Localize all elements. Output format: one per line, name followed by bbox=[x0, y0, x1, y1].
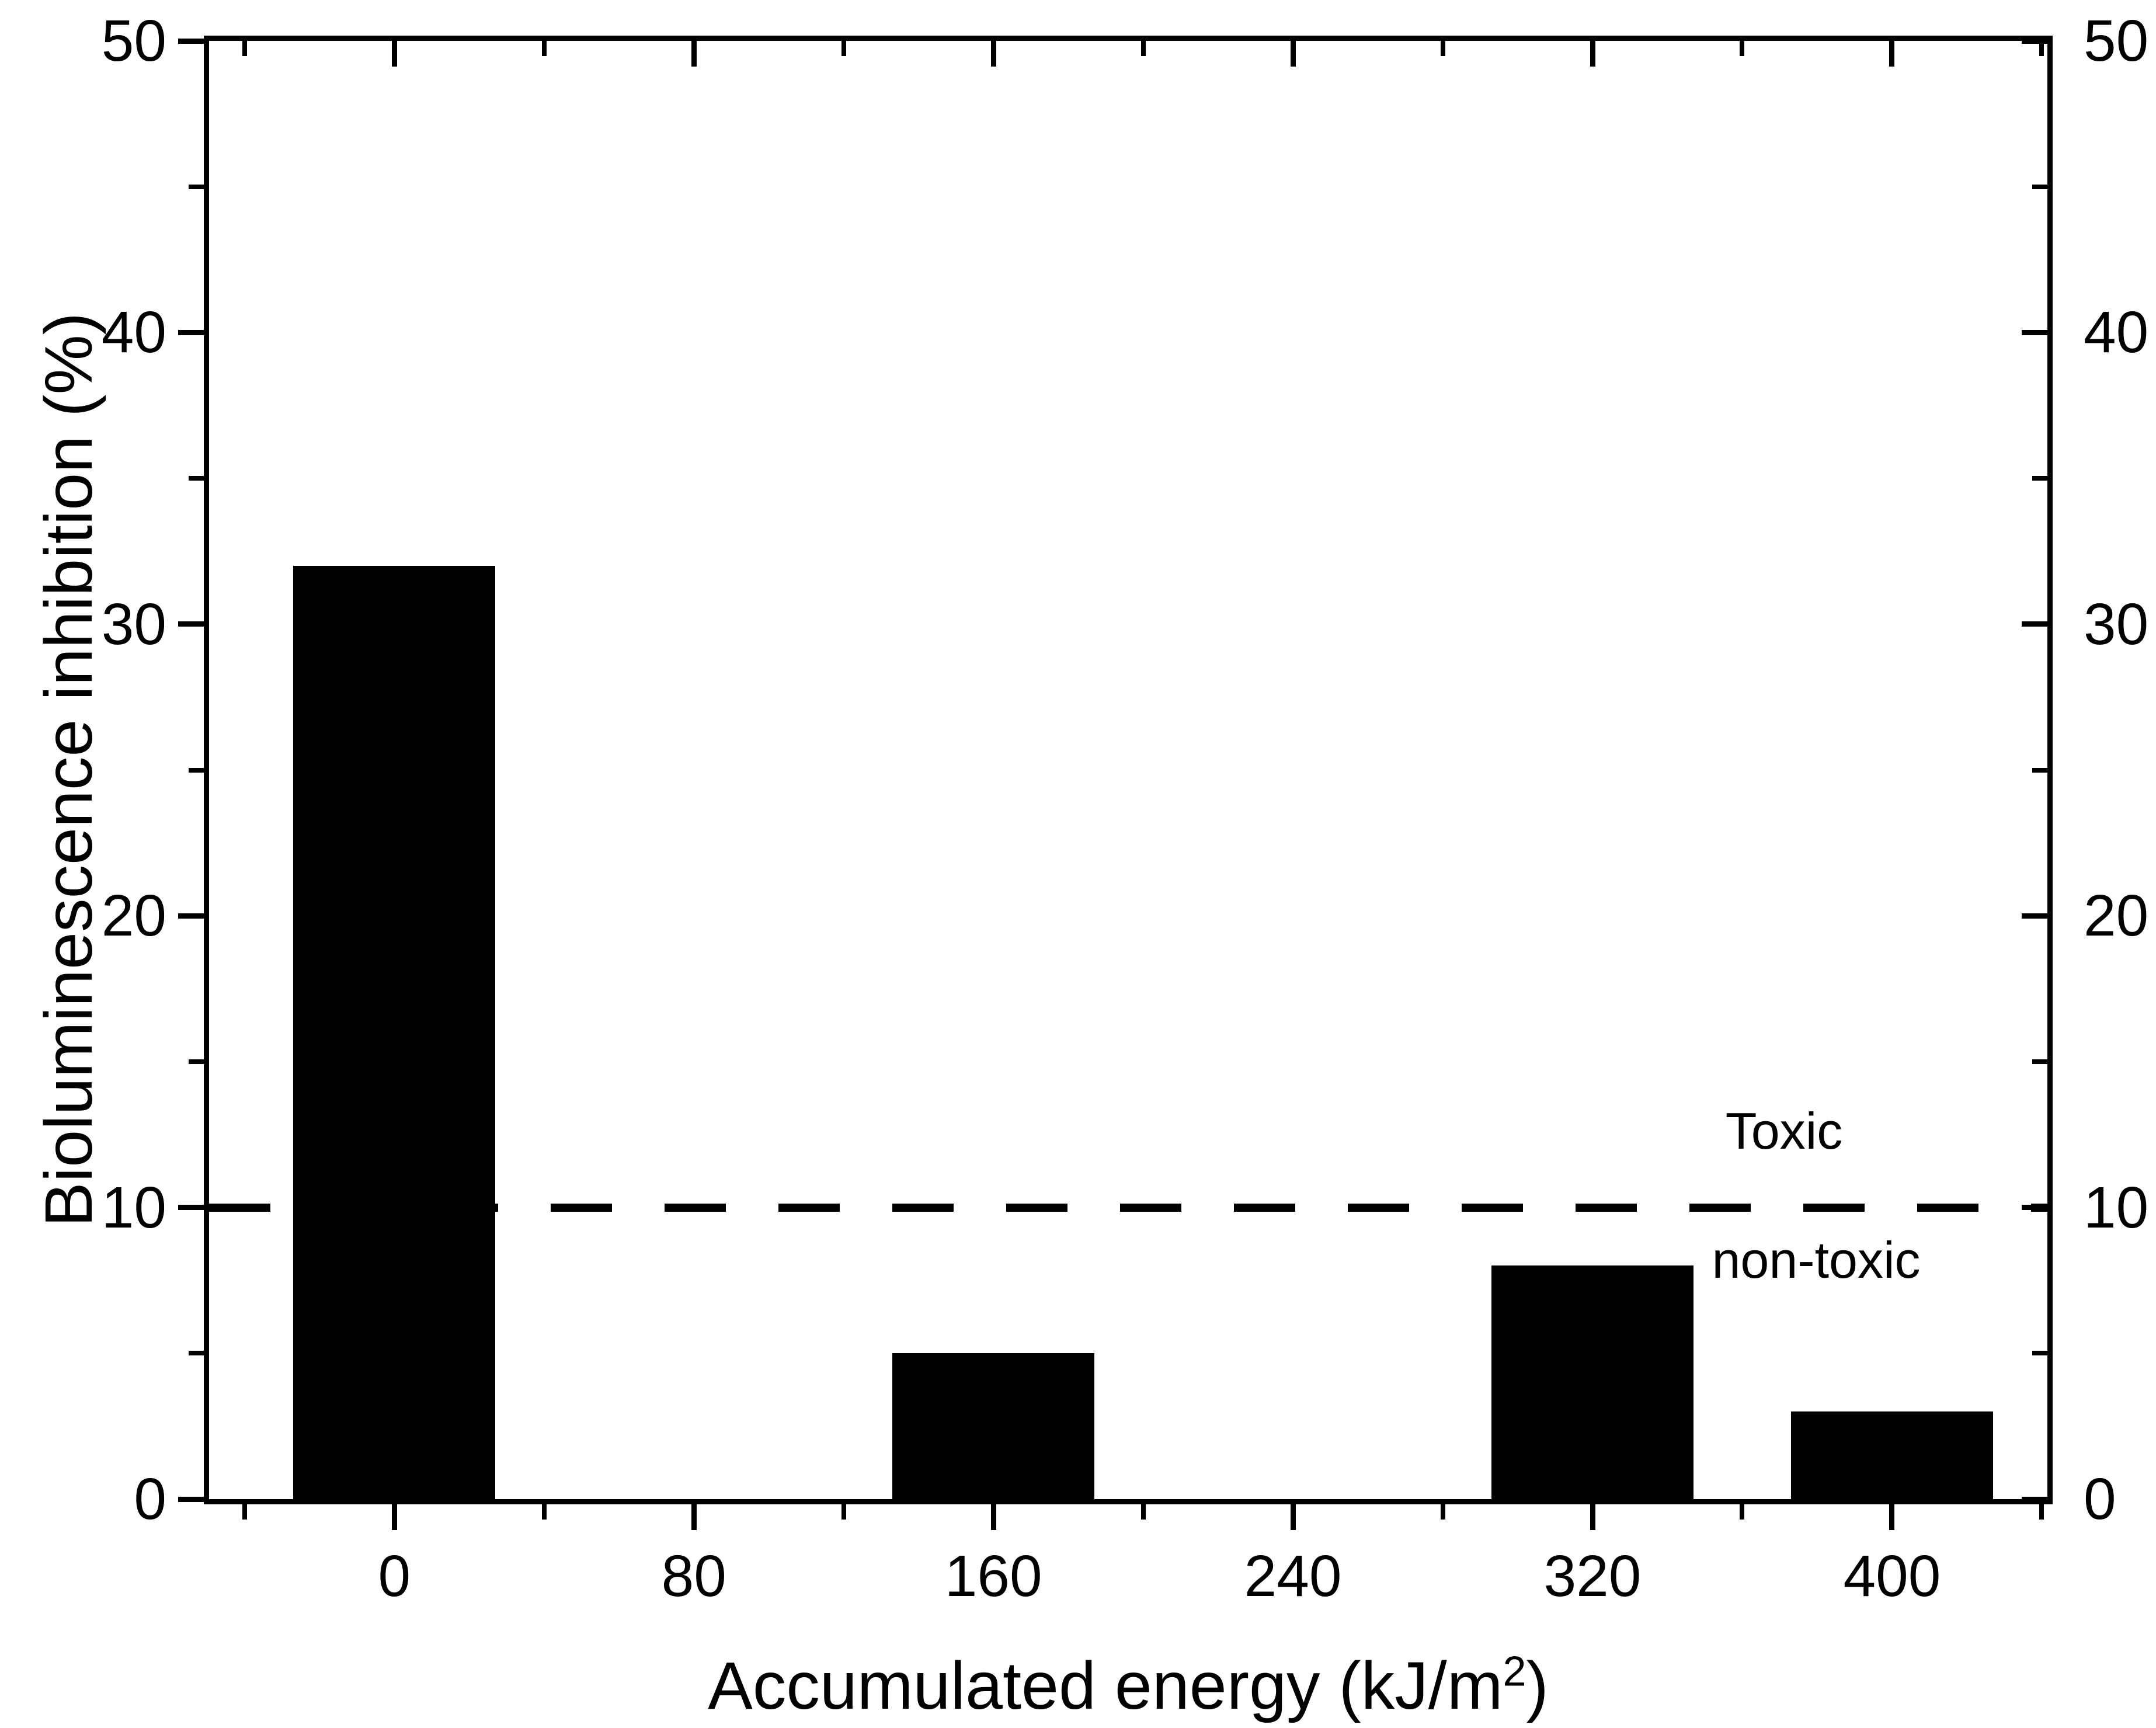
x-major-tick-bottom bbox=[990, 1504, 996, 1530]
x-axis-title-text: Accumulated energy (kJ/m bbox=[708, 1649, 1503, 1723]
y-tick-label-right: 30 bbox=[2084, 591, 2149, 657]
x-major-tick-top bbox=[1889, 41, 1895, 67]
y-tick-label-left: 30 bbox=[101, 591, 166, 657]
toxic-zone-label: Toxic bbox=[1725, 1102, 1843, 1160]
y-major-tick-right bbox=[2022, 329, 2047, 335]
toxicity-threshold-line bbox=[209, 1203, 2047, 1212]
x-minor-tick-bottom bbox=[1140, 1504, 1146, 1520]
x-tick-label: 320 bbox=[1543, 1543, 1642, 1609]
x-major-tick-top bbox=[990, 41, 996, 67]
y-minor-tick-right bbox=[2032, 184, 2047, 189]
x-minor-tick-top bbox=[1740, 41, 1745, 56]
x-major-tick-top bbox=[1290, 41, 1296, 67]
y-major-tick-left bbox=[178, 621, 204, 627]
x-minor-tick-top bbox=[541, 41, 547, 56]
nontoxic-zone-label: non-toxic bbox=[1712, 1231, 1921, 1289]
y-minor-tick-right bbox=[2032, 1059, 2047, 1064]
y-major-tick-left bbox=[178, 38, 204, 44]
y-tick-label-right: 10 bbox=[2084, 1174, 2149, 1240]
x-major-tick-top bbox=[691, 41, 697, 67]
bar-x400 bbox=[1790, 1411, 1994, 1499]
y-tick-label-right: 40 bbox=[2084, 300, 2149, 366]
x-major-tick-bottom bbox=[391, 1504, 397, 1530]
y-major-tick-left bbox=[178, 913, 204, 919]
y-major-tick-right bbox=[2022, 38, 2047, 44]
y-tick-label-left: 10 bbox=[101, 1174, 166, 1240]
x-axis-title-superscript: 2 bbox=[1503, 1648, 1526, 1695]
x-minor-tick-top bbox=[242, 41, 247, 56]
bar-x0 bbox=[293, 565, 496, 1499]
y-tick-label-left: 50 bbox=[101, 8, 166, 74]
y-minor-tick-left bbox=[189, 184, 204, 189]
y-minor-tick-left bbox=[189, 767, 204, 773]
x-tick-label: 0 bbox=[378, 1543, 411, 1609]
x-minor-tick-bottom bbox=[2039, 1504, 2044, 1520]
x-major-tick-bottom bbox=[691, 1504, 697, 1530]
x-minor-tick-top bbox=[1440, 41, 1445, 56]
x-tick-label: 160 bbox=[944, 1543, 1042, 1609]
y-major-tick-right bbox=[2022, 1205, 2047, 1211]
y-tick-label-left: 0 bbox=[134, 1466, 166, 1532]
x-major-tick-bottom bbox=[1290, 1504, 1296, 1530]
y-tick-label-right: 20 bbox=[2084, 883, 2149, 949]
x-major-tick-top bbox=[1590, 41, 1595, 67]
y-minor-tick-left bbox=[189, 1351, 204, 1356]
y-major-tick-right bbox=[2022, 1496, 2047, 1502]
x-major-tick-bottom bbox=[1889, 1504, 1895, 1530]
y-minor-tick-left bbox=[189, 1059, 204, 1064]
x-minor-tick-bottom bbox=[1440, 1504, 1445, 1520]
y-axis-title: Bioluminescence inhibition (%) bbox=[32, 312, 106, 1228]
y-minor-tick-left bbox=[189, 476, 204, 481]
x-minor-tick-top bbox=[841, 41, 846, 56]
x-minor-tick-bottom bbox=[841, 1504, 846, 1520]
y-major-tick-left bbox=[178, 1205, 204, 1211]
x-axis-title-close: ) bbox=[1526, 1649, 1549, 1723]
y-tick-label-right: 50 bbox=[2084, 8, 2149, 74]
y-major-tick-left bbox=[178, 329, 204, 335]
plot-area: Toxic non-toxic Bioluminescence inhibiti… bbox=[32, 8, 2148, 1723]
y-major-tick-right bbox=[2022, 913, 2047, 919]
y-minor-tick-right bbox=[2032, 1351, 2047, 1356]
bar-x320 bbox=[1491, 1265, 1694, 1499]
y-minor-tick-right bbox=[2032, 767, 2047, 773]
x-minor-tick-bottom bbox=[541, 1504, 547, 1520]
x-major-tick-bottom bbox=[1590, 1504, 1595, 1530]
y-tick-label-left: 40 bbox=[101, 300, 166, 366]
x-axis-title: Accumulated energy (kJ/m2) bbox=[603, 1645, 1654, 1727]
y-minor-tick-right bbox=[2032, 476, 2047, 481]
x-minor-tick-top bbox=[1140, 41, 1146, 56]
y-tick-label-right: 0 bbox=[2084, 1466, 2116, 1532]
x-tick-label: 240 bbox=[1244, 1543, 1342, 1609]
x-major-tick-top bbox=[391, 41, 397, 67]
y-tick-label-left: 20 bbox=[101, 883, 166, 949]
x-minor-tick-top bbox=[2039, 41, 2044, 56]
y-major-tick-left bbox=[178, 1496, 204, 1502]
y-major-tick-right bbox=[2022, 621, 2047, 627]
bar-x160 bbox=[892, 1353, 1095, 1499]
x-tick-label: 80 bbox=[661, 1543, 726, 1609]
x-minor-tick-bottom bbox=[1740, 1504, 1745, 1520]
x-tick-label: 400 bbox=[1843, 1543, 1941, 1609]
x-minor-tick-bottom bbox=[242, 1504, 247, 1520]
